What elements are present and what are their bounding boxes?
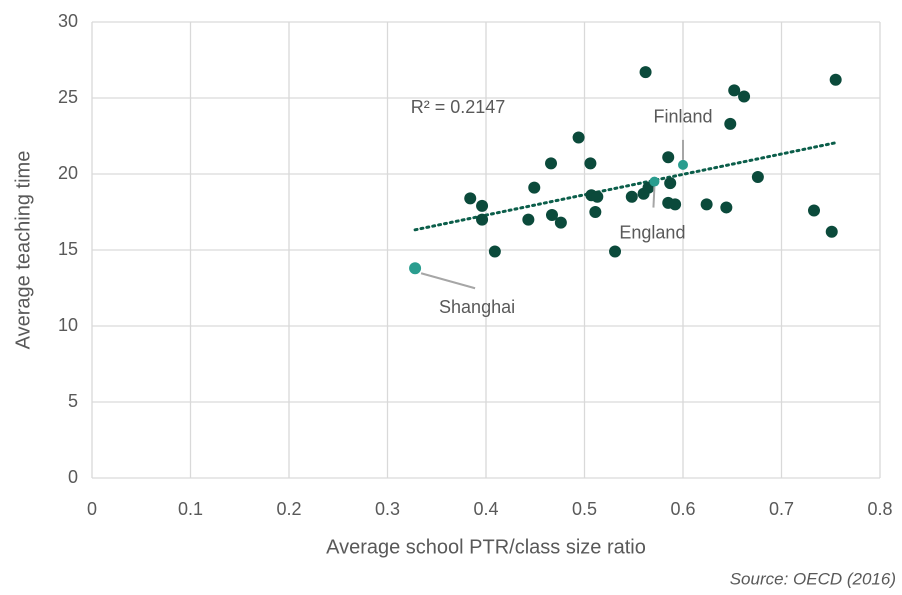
highlight-point <box>678 159 688 170</box>
point <box>584 157 597 170</box>
point <box>476 199 489 212</box>
x-tick-label: 0.2 <box>276 499 301 519</box>
point <box>464 192 477 205</box>
trendline-label: R² = 0.2147 <box>411 97 506 117</box>
y-tick-label: 20 <box>58 163 78 183</box>
x-tick-label: 0.8 <box>867 499 892 519</box>
x-axis-label: Average school PTR/class size ratio <box>326 536 646 558</box>
point <box>589 206 602 218</box>
highlight-label: Shanghai <box>439 297 515 317</box>
point <box>728 84 741 97</box>
x-tick-label: 0.7 <box>769 499 794 519</box>
y-tick-label: 10 <box>58 315 78 335</box>
x-tick-label: 0 <box>87 499 97 519</box>
point <box>808 204 821 217</box>
point <box>572 131 585 144</box>
point <box>662 151 675 164</box>
point <box>720 201 733 214</box>
highlight-point <box>649 176 660 187</box>
point <box>545 157 558 170</box>
point <box>625 190 638 203</box>
point <box>724 117 737 130</box>
point <box>738 90 751 103</box>
x-tick-label: 0.1 <box>178 499 203 519</box>
point <box>669 198 682 211</box>
point <box>825 225 838 238</box>
x-tick-label: 0.6 <box>670 499 695 519</box>
leader-line <box>420 272 476 290</box>
y-tick-label: 5 <box>68 391 78 411</box>
x-tick-label: 0.4 <box>473 499 498 519</box>
point <box>664 177 677 190</box>
y-tick-label: 0 <box>68 467 78 487</box>
leader-line <box>652 186 656 208</box>
point <box>591 190 604 203</box>
y-tick-label: 15 <box>58 239 78 259</box>
x-tick-label: 0.3 <box>375 499 400 519</box>
highlight-label: England <box>619 222 685 242</box>
source-note: Source: OECD (2016) <box>730 569 896 588</box>
point <box>609 245 622 258</box>
x-tick-label: 0.5 <box>572 499 597 519</box>
y-axis-label: Average teaching time <box>12 151 34 350</box>
point <box>522 213 535 226</box>
point <box>639 66 652 79</box>
point <box>554 216 567 229</box>
point <box>751 171 764 184</box>
highlight-label: Finland <box>653 107 712 127</box>
highlight-point <box>409 262 422 275</box>
y-tick-label: 25 <box>58 87 78 107</box>
point <box>488 245 501 258</box>
point <box>476 213 489 226</box>
point <box>528 181 541 194</box>
point <box>829 73 842 86</box>
y-tick-label: 30 <box>58 11 78 31</box>
point <box>545 209 558 222</box>
point <box>700 198 713 211</box>
